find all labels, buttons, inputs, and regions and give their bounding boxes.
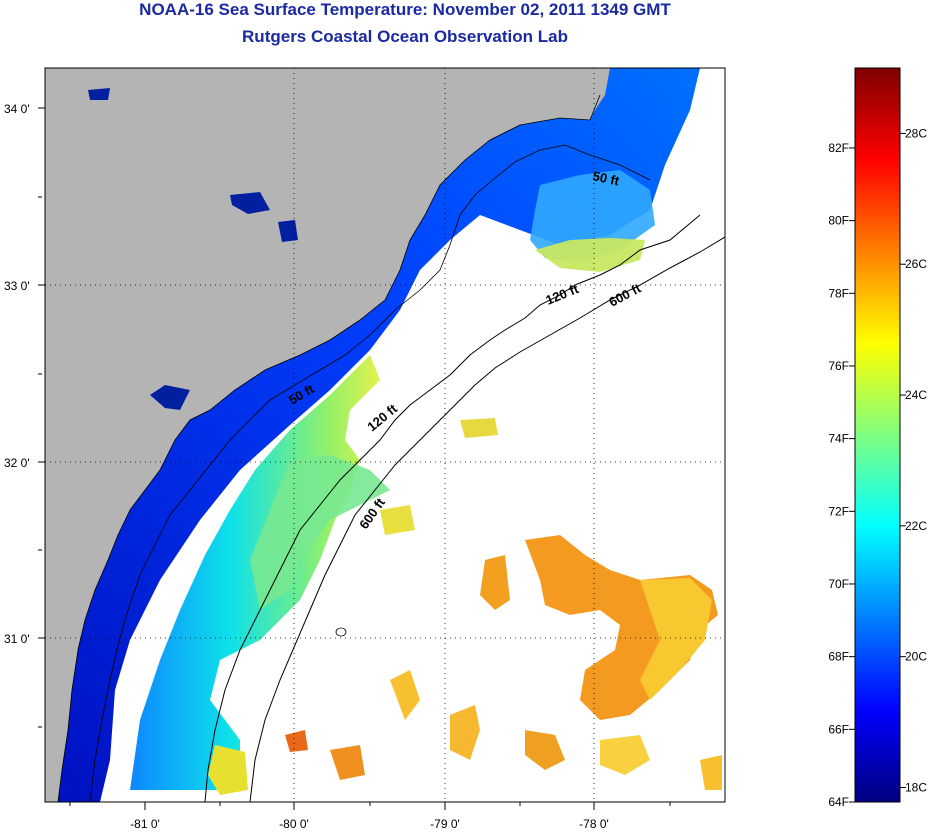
lake-2 [230, 192, 270, 214]
gulfstream-patch-7 [285, 730, 308, 752]
gulfstream-patch-2 [640, 578, 712, 700]
contour-50ft [89, 144, 651, 802]
map-subtitle: Rutgers Coastal Ocean Observation Lab [242, 27, 568, 46]
gulfstream-patch-3 [480, 555, 510, 610]
gulfstream-patch-9 [600, 735, 650, 775]
map-frame [44, 67, 726, 803]
map-title: NOAA-16 Sea Surface Temperature: Novembe… [139, 0, 671, 19]
contour-label-50ft-north: 50 ft [591, 168, 621, 188]
lake-1 [88, 88, 110, 100]
gulfstream-patch-4 [450, 705, 480, 760]
gulfstream-patch-6 [390, 670, 420, 720]
lat-label-31: 31 0' [4, 632, 30, 646]
axis-ticks [38, 107, 671, 810]
lake-3 [278, 220, 298, 242]
lon-label-78: -78 0' [579, 817, 609, 831]
graticule [45, 68, 725, 802]
contour-600ft [249, 236, 725, 802]
seamount-contour [335, 627, 347, 637]
gulfstream-patch-12 [460, 418, 498, 438]
map-plot-area: 50 ft 120 ft 600 ft 50 ft 120 ft 600 ft [45, 68, 725, 802]
gulfstream-patch-5 [525, 730, 565, 770]
contour-coastline [57, 94, 601, 802]
lat-label-32: 32 0' [4, 456, 30, 470]
gulfstream-patch-8 [330, 745, 365, 780]
mid-shelf-greens [250, 455, 390, 610]
river-1 [150, 385, 190, 410]
north-shelf-warm [535, 238, 645, 272]
lat-label-34: 34 0' [4, 102, 30, 116]
land-north-coast [560, 68, 610, 110]
lon-label-79: -79 0' [430, 817, 460, 831]
gulfstream-patch-11 [380, 505, 415, 535]
lon-label-80: -80 0' [279, 817, 309, 831]
contour-120ft [204, 214, 701, 802]
land-mass [45, 68, 600, 802]
lat-label-33: 33 0' [4, 279, 30, 293]
lon-label-81: -81 0' [130, 817, 160, 831]
gulfstream-patch-10 [700, 755, 722, 790]
gulfstream-patch-13 [208, 745, 248, 795]
